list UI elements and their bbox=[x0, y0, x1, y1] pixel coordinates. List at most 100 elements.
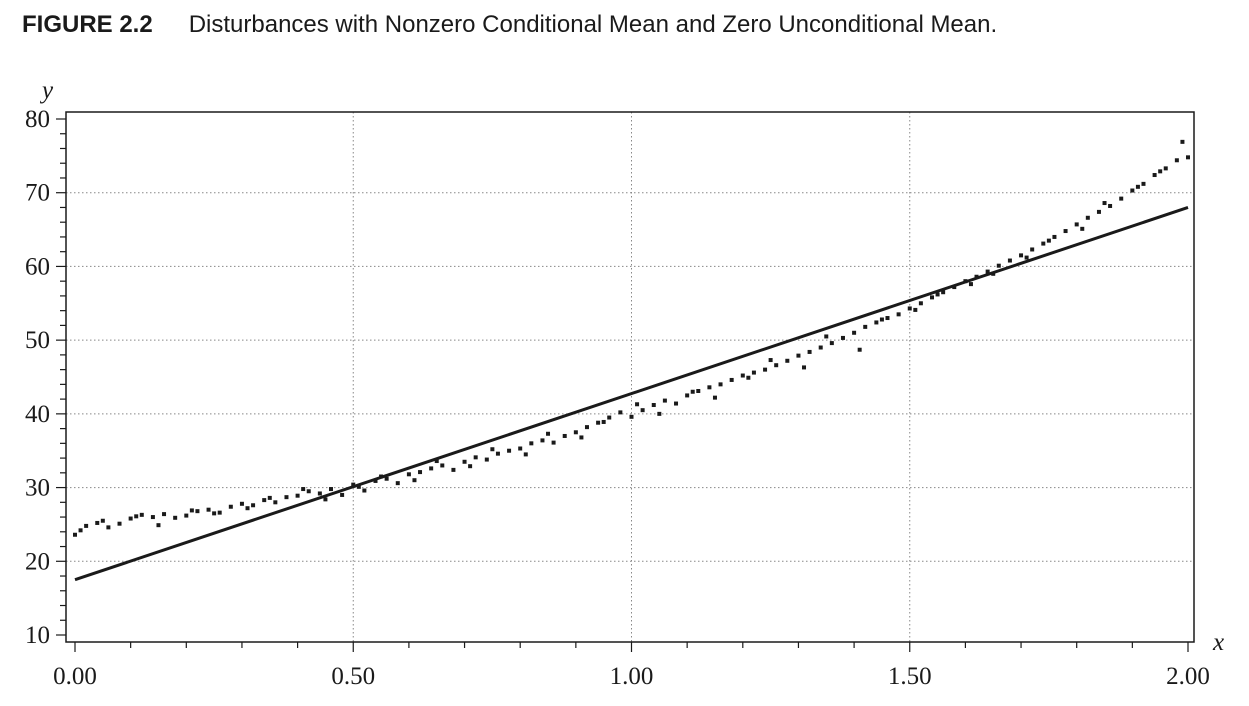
data-point bbox=[117, 521, 122, 526]
data-point bbox=[184, 513, 189, 518]
data-point bbox=[796, 353, 801, 358]
data-point bbox=[351, 482, 356, 487]
data-point bbox=[596, 420, 601, 425]
data-point bbox=[1130, 188, 1135, 193]
data-point bbox=[134, 514, 139, 519]
data-point bbox=[751, 370, 756, 375]
x-tick-label: 0.50 bbox=[331, 663, 375, 690]
data-point bbox=[317, 491, 322, 496]
data-point bbox=[462, 459, 467, 464]
data-point bbox=[84, 523, 89, 528]
data-point bbox=[1046, 238, 1051, 243]
data-point bbox=[273, 500, 278, 505]
data-point bbox=[840, 335, 845, 340]
data-point bbox=[690, 389, 695, 394]
data-point bbox=[818, 345, 823, 350]
data-point bbox=[1163, 166, 1168, 171]
data-point bbox=[674, 401, 679, 406]
plot-frame bbox=[65, 111, 1195, 643]
data-point bbox=[601, 419, 606, 424]
data-point bbox=[295, 493, 300, 498]
data-point bbox=[546, 431, 551, 436]
data-point bbox=[384, 476, 389, 481]
data-point bbox=[685, 393, 690, 398]
data-point bbox=[1019, 253, 1024, 258]
data-point bbox=[740, 373, 745, 378]
figure-title: Disturbances with Nonzero Conditional Me… bbox=[188, 11, 998, 38]
grid-layer bbox=[66, 112, 1194, 642]
data-point bbox=[640, 408, 645, 413]
data-point bbox=[824, 334, 829, 339]
figure-label: FIGURE 2.2 bbox=[22, 11, 153, 38]
data-point bbox=[262, 498, 267, 503]
data-point bbox=[651, 403, 656, 408]
data-point bbox=[128, 516, 133, 521]
x-tick-label: 1.50 bbox=[888, 663, 932, 690]
data-point bbox=[245, 506, 250, 511]
data-point bbox=[189, 508, 194, 513]
data-point bbox=[206, 507, 211, 512]
data-point bbox=[930, 295, 935, 300]
data-point bbox=[162, 512, 167, 517]
data-point bbox=[913, 307, 918, 312]
data-point bbox=[217, 510, 222, 515]
minor-tick-layer bbox=[56, 118, 1189, 652]
data-point bbox=[807, 349, 812, 354]
data-point bbox=[579, 435, 584, 440]
y-tick-label: 30 bbox=[25, 475, 50, 502]
data-point bbox=[150, 515, 155, 520]
data-point bbox=[106, 525, 111, 530]
regression-line bbox=[74, 206, 1189, 582]
data-point bbox=[518, 446, 523, 451]
data-point bbox=[523, 452, 528, 457]
data-point bbox=[1085, 215, 1090, 220]
data-point bbox=[941, 290, 946, 295]
data-point bbox=[173, 515, 178, 520]
data-point bbox=[785, 358, 790, 363]
data-point bbox=[562, 433, 567, 438]
data-point bbox=[1102, 201, 1107, 206]
data-point bbox=[73, 532, 77, 537]
data-point bbox=[768, 358, 773, 363]
y-tick-label: 60 bbox=[25, 253, 50, 280]
data-point bbox=[707, 385, 712, 390]
data-point bbox=[323, 497, 328, 502]
y-axis-label: y bbox=[39, 77, 54, 104]
data-point bbox=[1180, 139, 1185, 144]
x-tick-labels: 0.00 0.50 1.00 1.50 2.00 bbox=[53, 663, 1210, 690]
data-point bbox=[301, 487, 306, 492]
y-tick-label: 40 bbox=[25, 401, 50, 428]
data-point bbox=[434, 459, 439, 464]
data-point bbox=[829, 341, 834, 346]
data-point bbox=[418, 470, 423, 475]
data-point bbox=[718, 382, 723, 387]
data-point bbox=[551, 440, 556, 445]
y-tick-label: 70 bbox=[25, 180, 50, 207]
data-point bbox=[284, 495, 289, 500]
data-point bbox=[907, 306, 912, 311]
data-point bbox=[879, 317, 884, 322]
data-point bbox=[340, 492, 345, 497]
data-point bbox=[607, 415, 612, 420]
data-point bbox=[540, 438, 545, 443]
data-point bbox=[696, 389, 701, 394]
y-tick-label: 20 bbox=[25, 548, 50, 575]
data-point bbox=[451, 467, 456, 472]
data-point bbox=[156, 523, 161, 528]
data-point bbox=[306, 489, 311, 494]
data-point bbox=[968, 282, 973, 287]
data-point bbox=[373, 478, 378, 483]
data-point bbox=[495, 451, 500, 456]
data-point bbox=[1080, 226, 1085, 231]
x-tick-label: 2.00 bbox=[1166, 663, 1210, 690]
data-point bbox=[985, 269, 990, 274]
data-point bbox=[490, 447, 495, 452]
data-point bbox=[763, 367, 768, 372]
data-point bbox=[657, 411, 662, 416]
data-point bbox=[507, 448, 512, 453]
data-point bbox=[863, 324, 868, 329]
data-point bbox=[406, 472, 411, 477]
data-point bbox=[1007, 258, 1012, 263]
data-point bbox=[1096, 209, 1101, 214]
data-point bbox=[885, 316, 890, 321]
